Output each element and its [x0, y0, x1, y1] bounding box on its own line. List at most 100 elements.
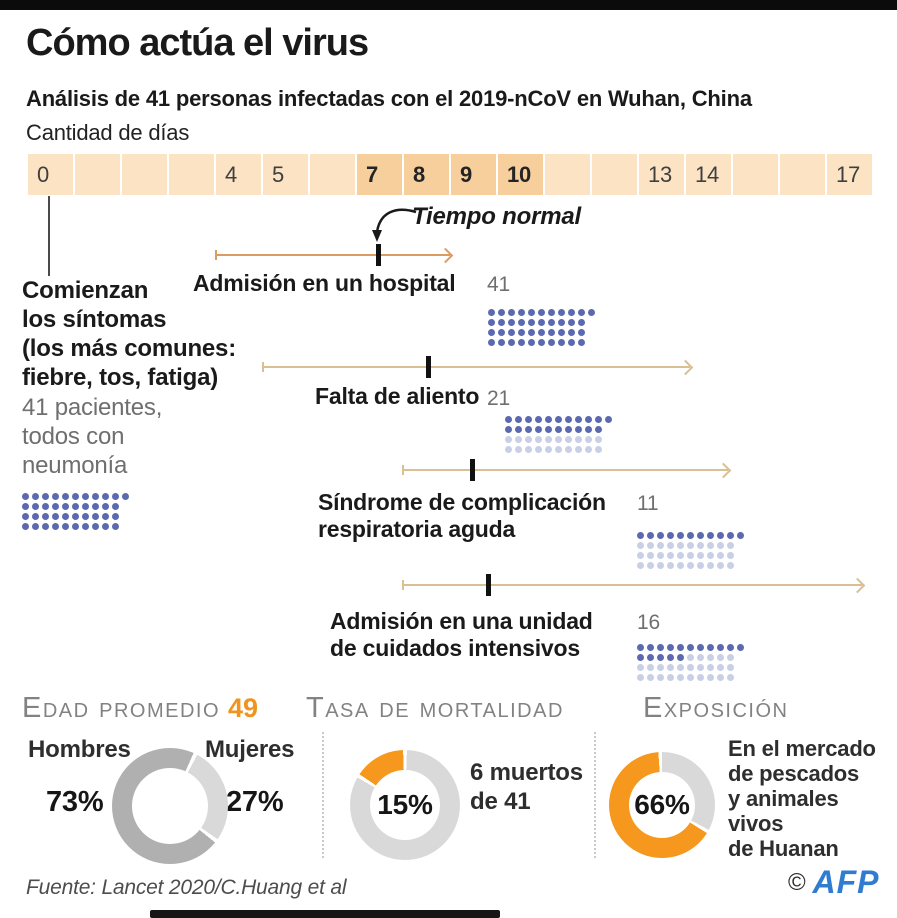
- timeline-day-cell: [733, 154, 778, 195]
- patient-dot: [578, 339, 585, 346]
- patient-dot: [52, 493, 59, 500]
- patient-dot: [717, 674, 724, 681]
- patient-dot: [62, 493, 69, 500]
- patient-dot: [565, 436, 572, 443]
- onset-label-line: (los más comunes:: [22, 335, 236, 362]
- patient-dot: [555, 426, 562, 433]
- note-line: 6 muertos: [470, 759, 583, 786]
- patient-dot: [22, 513, 29, 520]
- patient-dot: [677, 644, 684, 651]
- patient-dot: [588, 309, 595, 316]
- patient-dot: [707, 664, 714, 671]
- section-divider: [594, 732, 596, 858]
- patient-dot: [102, 513, 109, 520]
- onset-note-line: todos con: [22, 423, 125, 450]
- timeline-day-cell: 8: [404, 154, 449, 195]
- patient-dot: [727, 654, 734, 661]
- source-credit: Fuente: Lancet 2020/C.Huang et al: [26, 876, 347, 899]
- timeline-day-cell: [75, 154, 120, 195]
- bottom-bar: [150, 910, 500, 918]
- event-count: 21: [487, 387, 510, 410]
- patient-dot: [72, 513, 79, 520]
- patient-dot: [657, 674, 664, 681]
- patient-dot: [647, 542, 654, 549]
- patient-dot: [72, 523, 79, 530]
- patient-dot: [498, 309, 505, 316]
- onset-label-line: los síntomas: [22, 306, 167, 333]
- patient-dot: [72, 493, 79, 500]
- patient-dot: [637, 644, 644, 651]
- event-label-line: Admisión en un hospital: [193, 270, 456, 296]
- patient-dot: [637, 552, 644, 559]
- patient-dot: [717, 562, 724, 569]
- patient-dot: [578, 319, 585, 326]
- patient-dot: [707, 542, 714, 549]
- page-title: Cómo actúa el virus: [26, 22, 369, 64]
- donut-center-value: 15%: [377, 789, 433, 820]
- patient-dot: [657, 562, 664, 569]
- patient-dot: [42, 503, 49, 510]
- patient-dot: [52, 523, 59, 530]
- event-dot-matrix: [637, 526, 747, 569]
- event-count: 11: [637, 492, 659, 515]
- event-label-line: Admisión en una unidad: [330, 608, 593, 634]
- patient-dot: [687, 674, 694, 681]
- patient-dot: [72, 503, 79, 510]
- timeline-day-cell: [780, 154, 825, 195]
- patient-dot: [22, 493, 29, 500]
- onset-note-line: 41 pacientes,: [22, 394, 163, 421]
- patient-dot: [707, 552, 714, 559]
- patient-dot: [717, 532, 724, 539]
- onset-dot-matrix: [22, 487, 132, 530]
- patient-dot: [727, 542, 734, 549]
- patient-dot: [528, 339, 535, 346]
- event-count: 16: [637, 611, 660, 634]
- patient-dot: [488, 309, 495, 316]
- event-label-uci: Admisión en una unidad de cuidados inten…: [330, 608, 593, 662]
- patient-dot: [52, 503, 59, 510]
- timeline-day-cell: 14: [686, 154, 731, 195]
- patient-dot: [62, 503, 69, 510]
- patient-dot: [697, 532, 704, 539]
- top-bar: [0, 0, 897, 10]
- patient-dot: [717, 552, 724, 559]
- day-zero-connector-line: [48, 196, 50, 276]
- timeline-day-cell: [592, 154, 637, 195]
- patient-dot: [538, 309, 545, 316]
- patient-dot: [32, 503, 39, 510]
- timeline-day-cell: 0: [28, 154, 73, 195]
- patient-dot: [488, 329, 495, 336]
- patient-dot: [82, 513, 89, 520]
- patient-dot: [505, 426, 512, 433]
- patient-dot: [687, 654, 694, 661]
- patient-dot: [677, 532, 684, 539]
- patient-dot: [697, 644, 704, 651]
- patient-dot: [515, 436, 522, 443]
- patient-dot: [548, 329, 555, 336]
- patient-dot: [518, 319, 525, 326]
- patient-dot: [575, 416, 582, 423]
- patient-dot: [518, 329, 525, 336]
- patient-dot: [667, 562, 674, 569]
- patient-dot: [637, 532, 644, 539]
- patient-dot: [647, 674, 654, 681]
- patient-dot: [727, 532, 734, 539]
- patient-dot: [697, 654, 704, 661]
- patient-dot: [707, 532, 714, 539]
- patient-dot: [667, 552, 674, 559]
- patient-dot: [32, 493, 39, 500]
- patient-dot: [677, 664, 684, 671]
- exposicion-note: En el mercado de pescados y animales viv…: [728, 736, 876, 861]
- mortalidad-note: 6 muertos de 41: [470, 758, 583, 816]
- patient-dot: [558, 319, 565, 326]
- note-line: En el mercado: [728, 736, 876, 761]
- timeline-day-cell: 4: [216, 154, 261, 195]
- patient-dot: [42, 513, 49, 520]
- event-median-tick: [470, 459, 475, 481]
- patient-dot: [525, 416, 532, 423]
- patient-dot: [518, 339, 525, 346]
- patient-dot: [657, 644, 664, 651]
- event-range-uci: [402, 574, 862, 596]
- timeline-day-cell: [169, 154, 214, 195]
- timeline-day-cell: [545, 154, 590, 195]
